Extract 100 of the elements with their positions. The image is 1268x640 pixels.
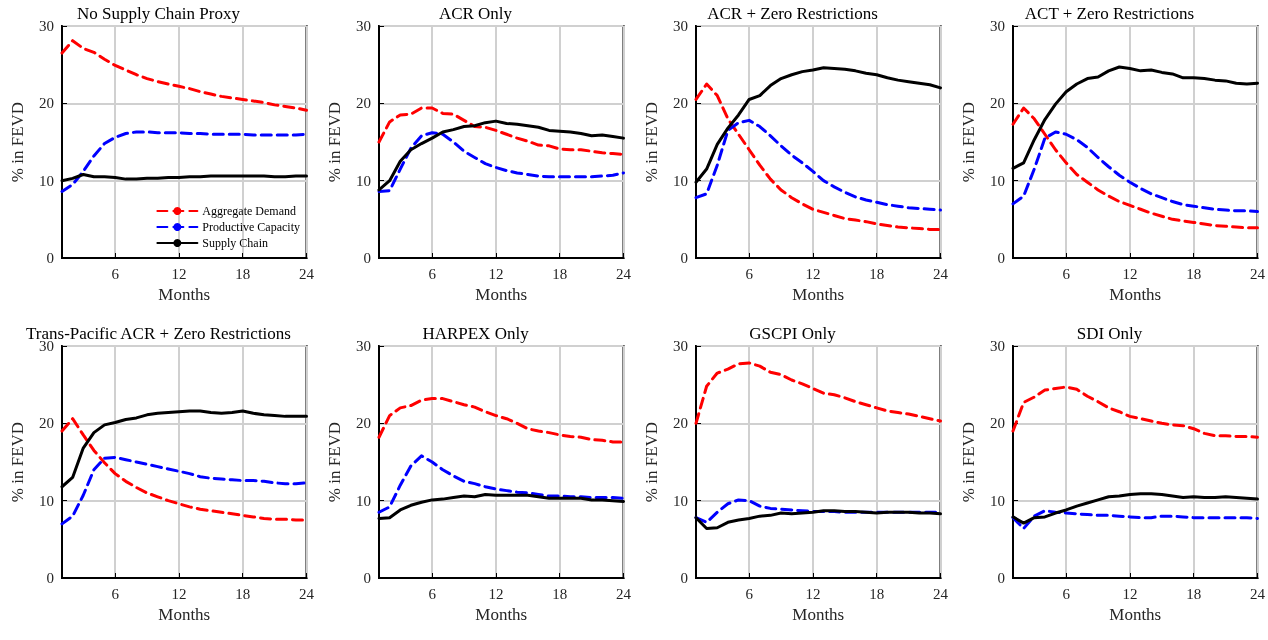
x-tick-label: 24 [933, 265, 949, 282]
x-tick-label: 12 [171, 585, 187, 602]
y-tick-label: 0 [363, 250, 371, 266]
y-tick-label: 10 [673, 172, 688, 189]
y-tick-label: 10 [39, 492, 54, 509]
line-series [377, 131, 625, 193]
legend-label: Supply Chain [202, 236, 269, 250]
line-series [694, 82, 942, 231]
y-axis-title: % in FEVD [959, 101, 978, 183]
y-tick-label: 30 [356, 18, 371, 34]
line-series [1011, 106, 1259, 230]
y-tick-label: 30 [990, 338, 1005, 354]
y-tick-label: 10 [990, 492, 1005, 509]
x-axis-title: Months [475, 604, 528, 624]
x-tick-label: 24 [1250, 265, 1266, 282]
x-axis-title: Months [158, 604, 211, 624]
y-tick-label: 10 [356, 172, 371, 189]
y-tick-label: 10 [990, 172, 1005, 189]
y-tick-label: 20 [990, 415, 1005, 432]
y-tick-label: 0 [46, 570, 54, 586]
y-tick-label: 10 [39, 172, 54, 189]
y-tick-label: 0 [997, 250, 1005, 266]
line-series [694, 361, 942, 425]
y-axis-title: % in FEVD [642, 421, 661, 503]
chart-title: SDI Only [1076, 324, 1143, 343]
x-axis-title: Months [475, 284, 528, 304]
y-tick-label: 0 [680, 250, 688, 266]
chart-title: GSCPI Only [749, 324, 837, 343]
line-series [60, 455, 308, 526]
y-tick-label: 20 [39, 415, 54, 432]
y-axis-title: % in FEVD [325, 101, 344, 183]
y-tick-label: 30 [356, 338, 371, 354]
y-axis-title: % in FEVD [959, 421, 978, 503]
x-axis-title: Months [792, 604, 845, 624]
x-tick-label: 18 [1186, 265, 1202, 282]
x-tick-label: 18 [235, 265, 251, 282]
x-axis-title: Months [1109, 284, 1162, 304]
x-tick-label: 6 [428, 265, 437, 282]
line-series [60, 39, 308, 112]
x-tick-label: 12 [1122, 585, 1138, 602]
y-axis-title: % in FEVD [325, 421, 344, 503]
line-series [377, 454, 625, 514]
x-tick-label: 6 [1062, 265, 1071, 282]
line-series [377, 106, 625, 156]
x-tick-label: 6 [745, 265, 754, 282]
x-axis-title: Months [158, 284, 211, 304]
x-tick-label: 12 [488, 265, 504, 282]
line-series [694, 118, 942, 212]
x-tick-label: 12 [805, 265, 821, 282]
x-tick-label: 24 [299, 585, 315, 602]
y-tick-label: 20 [673, 415, 688, 432]
y-axis-title: % in FEVD [8, 421, 27, 503]
chart-title: No Supply Chain Proxy [77, 4, 241, 23]
x-tick-label: 18 [552, 585, 568, 602]
x-tick-label: 24 [933, 585, 949, 602]
legend-label: Productive Capacity [202, 220, 300, 234]
y-axis-title: % in FEVD [8, 101, 27, 183]
x-tick-label: 24 [1250, 585, 1266, 602]
y-tick-label: 30 [39, 338, 54, 354]
y-tick-label: 20 [673, 95, 688, 112]
x-tick-label: 12 [171, 265, 187, 282]
x-tick-label: 18 [552, 265, 568, 282]
chart-title: ACR Only [438, 4, 513, 23]
x-axis-title: Months [792, 284, 845, 304]
legend-label: Aggregate Demand [202, 204, 296, 218]
y-tick-label: 30 [673, 18, 688, 34]
x-tick-label: 18 [1186, 585, 1202, 602]
line-series [377, 397, 625, 444]
y-tick-label: 10 [673, 492, 688, 509]
x-tick-label: 18 [869, 585, 885, 602]
x-tick-label: 6 [1062, 585, 1071, 602]
y-tick-label: 10 [356, 492, 371, 509]
y-tick-label: 20 [356, 415, 371, 432]
y-tick-label: 0 [997, 570, 1005, 586]
x-tick-label: 18 [235, 585, 251, 602]
line-series [1011, 509, 1259, 531]
x-tick-label: 12 [488, 585, 504, 602]
y-tick-label: 0 [363, 570, 371, 586]
y-tick-label: 30 [673, 338, 688, 354]
y-tick-label: 0 [46, 250, 54, 266]
chart-title: HARPEX Only [422, 324, 530, 343]
x-tick-label: 6 [111, 265, 120, 282]
y-tick-label: 20 [39, 95, 54, 112]
x-tick-label: 6 [428, 585, 437, 602]
x-tick-label: 12 [805, 585, 821, 602]
line-series [60, 130, 308, 193]
chart-title: ACR + Zero Restrictions [707, 4, 878, 23]
x-axis-title: Months [1109, 604, 1162, 624]
x-tick-label: 12 [1122, 265, 1138, 282]
x-tick-label: 6 [111, 585, 120, 602]
y-axis-title: % in FEVD [642, 101, 661, 183]
y-tick-label: 30 [990, 18, 1005, 34]
y-tick-label: 20 [356, 95, 371, 112]
line-series [1011, 385, 1259, 439]
x-tick-label: 6 [745, 585, 754, 602]
line-series [1011, 130, 1259, 214]
chart-title: ACT + Zero Restrictions [1024, 4, 1195, 23]
x-tick-label: 24 [299, 265, 315, 282]
y-tick-label: 20 [990, 95, 1005, 112]
y-tick-label: 0 [680, 570, 688, 586]
